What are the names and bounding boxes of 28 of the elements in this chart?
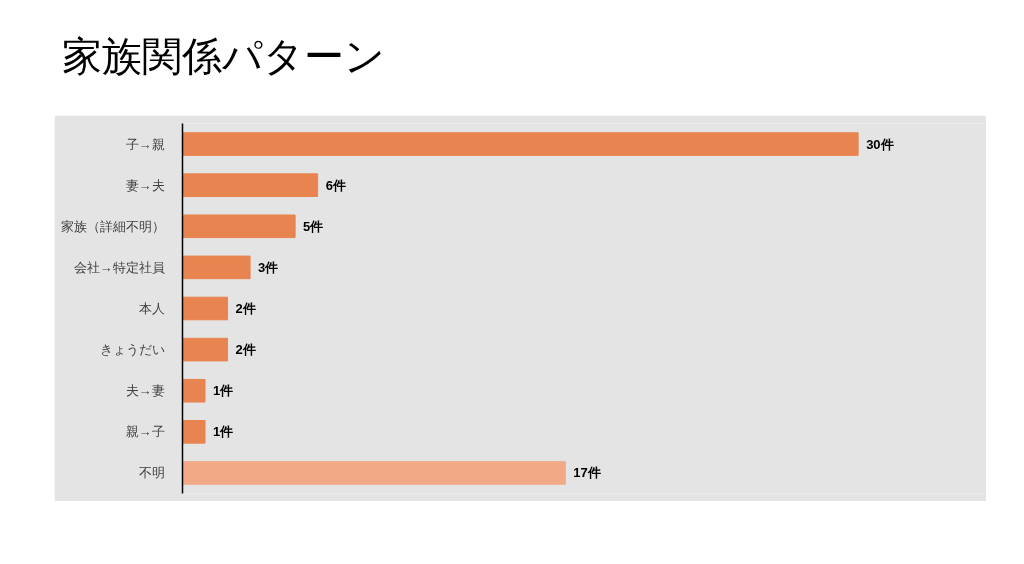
- bar: [182, 173, 319, 198]
- y-tick-label: 不明: [138, 465, 165, 481]
- bar: [182, 214, 296, 239]
- y-tick-label: 子→親: [125, 136, 165, 152]
- bar: [182, 296, 229, 321]
- y-tick-label: 親→子: [125, 424, 165, 440]
- data-label: 1件: [213, 424, 234, 440]
- data-label: 5件: [303, 218, 324, 234]
- bar: [182, 379, 206, 403]
- bar: [182, 337, 229, 362]
- data-label: 17件: [573, 465, 601, 481]
- y-tick-label: 夫→妻: [125, 383, 165, 399]
- data-label: 3件: [258, 260, 279, 276]
- data-label: 2件: [235, 301, 256, 317]
- y-tick-label: きょうだい: [99, 342, 165, 358]
- data-label: 2件: [235, 342, 256, 358]
- y-tick-label: 妻→夫: [125, 177, 165, 193]
- y-tick-label: 家族（詳細不明）: [60, 218, 165, 234]
- y-tick-label: 会社→特定社員: [73, 260, 165, 276]
- data-label: 30件: [866, 136, 894, 152]
- y-tick-label: 本人: [138, 301, 165, 317]
- bar: [182, 461, 566, 485]
- chart-title: 家族関係パターン: [62, 33, 385, 80]
- bar: [182, 255, 251, 280]
- data-label: 1件: [213, 383, 234, 399]
- bar: [182, 420, 206, 444]
- bar: [182, 132, 859, 156]
- data-label: 6件: [325, 177, 346, 193]
